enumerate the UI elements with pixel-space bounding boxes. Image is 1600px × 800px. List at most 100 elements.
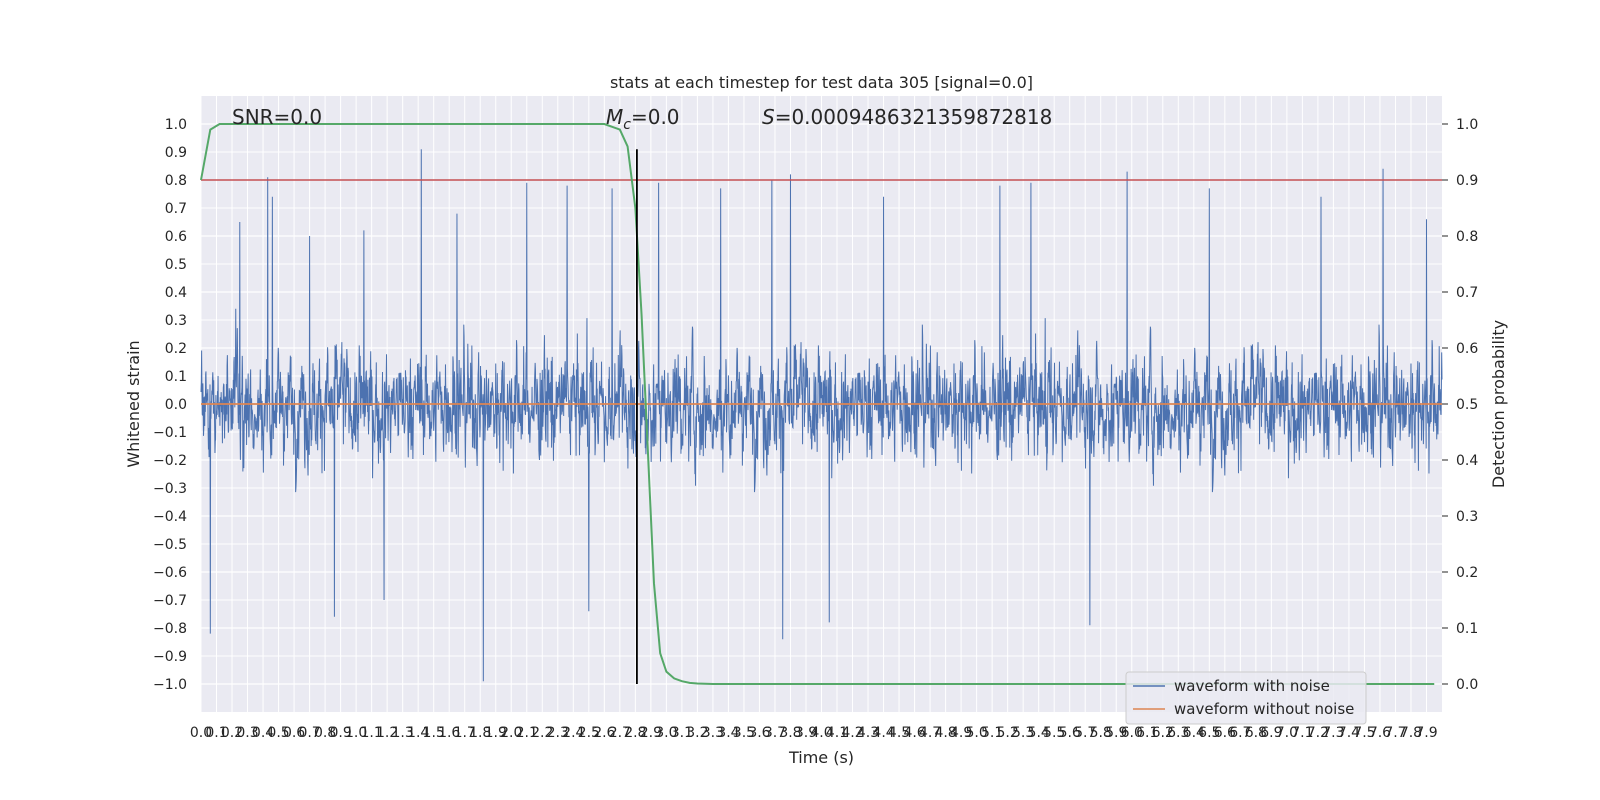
x-tick-label: 3.2: [686, 725, 708, 741]
x-tick-label: 1.6: [438, 725, 460, 741]
left-y-tick-label: −0.1: [153, 425, 187, 441]
x-tick-label: 5.5: [1043, 725, 1065, 741]
right-y-tick-label: 0.4: [1456, 453, 1478, 469]
x-tick-label: 5.3: [1012, 725, 1034, 741]
x-tick-label: 4.3: [857, 725, 879, 741]
x-tick-label: 4.7: [919, 725, 941, 741]
x-tick-label: 6.1: [1136, 725, 1158, 741]
x-tick-label: 6.3: [1167, 725, 1189, 741]
detection-probability-line: [200, 123, 1435, 685]
x-tick-label: 0.0: [190, 725, 212, 741]
x-tick-label: 3.6: [748, 725, 770, 741]
x-tick-label: 3.3: [702, 725, 724, 741]
x-tick-label: 7.6: [1369, 725, 1391, 741]
chart-title: stats at each timestep for test data 305…: [610, 73, 1033, 92]
x-tick-label: 7.8: [1400, 725, 1422, 741]
left-y-tick-label: −0.5: [153, 537, 187, 553]
legend: waveform with noise waveform without noi…: [1125, 671, 1367, 725]
left-y-tick-label: −0.4: [153, 509, 187, 525]
x-tick-label: 0.7: [298, 725, 320, 741]
noise-waveform-line: [200, 149, 1443, 682]
x-tick-label: 2.2: [531, 725, 553, 741]
snr-annotation: SNR=0.0: [232, 105, 322, 129]
right-y-axis-label: Detection probability: [1489, 320, 1508, 488]
x-tick-label: 2.5: [578, 725, 600, 741]
x-tick-label: 5.7: [1074, 725, 1096, 741]
x-tick-label: 5.6: [1059, 725, 1081, 741]
x-tick-label: 5.2: [997, 725, 1019, 741]
x-tick-label: 6.0: [1121, 725, 1143, 741]
x-tick-label: 0.9: [329, 725, 351, 741]
x-tick-label: 6.5: [1198, 725, 1220, 741]
chirp-mass-subscript: c: [623, 117, 631, 133]
left-y-tick-label: −0.9: [153, 649, 187, 665]
x-tick-label: 7.9: [1415, 725, 1437, 741]
x-tick-label: 3.1: [671, 725, 693, 741]
right-y-tick-label: 0.7: [1456, 285, 1478, 301]
right-y-ticks: 1.0 0.9 0.8 0.7 0.6 0.5 0.4 0.3 0.2 0.1 0.0: [1442, 117, 1478, 693]
chart-marks: [200, 123, 1442, 685]
x-tick-label: 7.3: [1322, 725, 1344, 741]
left-y-tick-label: 0.6: [165, 229, 187, 245]
x-tick-label: 6.9: [1260, 725, 1282, 741]
legend-label-noise: waveform with noise: [1174, 677, 1330, 695]
left-y-tick-label: 0.9: [165, 145, 187, 161]
x-tick-label: 1.0: [345, 725, 367, 741]
x-tick-label: 1.4: [407, 725, 429, 741]
x-tick-label: 2.4: [562, 725, 584, 741]
x-tick-label: 4.0: [810, 725, 832, 741]
noise-waveform: [200, 149, 1443, 682]
x-tick-label: 1.7: [454, 725, 476, 741]
x-tick-label: 6.7: [1229, 725, 1251, 741]
x-tick-label: 4.6: [903, 725, 925, 741]
left-y-tick-label: 1.0: [165, 117, 187, 133]
left-y-tick-label: 0.4: [165, 285, 187, 301]
right-y-tick-label: 0.9: [1456, 173, 1478, 189]
right-y-tick-label: 0.0: [1456, 677, 1478, 693]
x-tick-label: 3.8: [779, 725, 801, 741]
x-tick-label: 1.8: [469, 725, 491, 741]
legend-box: [1125, 671, 1367, 725]
chirp-mass-symbol: M: [606, 105, 623, 129]
x-tick-label: 4.9: [950, 725, 972, 741]
x-tick-label: 1.9: [485, 725, 507, 741]
x-tick-label: 0.6: [283, 725, 305, 741]
significance-symbol: S: [762, 105, 775, 129]
x-tick-label: 5.1: [981, 725, 1003, 741]
x-tick-label: 7.7: [1384, 725, 1406, 741]
right-y-tick-label: 0.5: [1456, 397, 1478, 413]
right-y-tick-label: 1.0: [1456, 117, 1478, 133]
x-ticks: 0.00.10.20.30.40.50.60.70.80.91.01.11.21…: [190, 725, 1438, 741]
x-tick-label: 1.3: [392, 725, 414, 741]
x-tick-label: 6.8: [1245, 725, 1267, 741]
x-tick-label: 7.5: [1353, 725, 1375, 741]
x-tick-label: 0.1: [205, 725, 227, 741]
left-y-tick-label: −0.7: [153, 593, 187, 609]
x-tick-label: 7.1: [1291, 725, 1313, 741]
x-tick-label: 1.5: [423, 725, 445, 741]
x-tick-label: 7.2: [1307, 725, 1329, 741]
x-tick-label: 7.0: [1276, 725, 1298, 741]
x-tick-label: 3.0: [655, 725, 677, 741]
left-y-tick-label: 0.1: [165, 369, 187, 385]
left-y-tick-label: −0.8: [153, 621, 187, 637]
left-y-tick-label: 0.8: [165, 173, 187, 189]
x-tick-label: 1.2: [376, 725, 398, 741]
left-y-tick-label: −1.0: [153, 677, 187, 693]
x-tick-label: 6.4: [1183, 725, 1205, 741]
x-tick-label: 0.8: [314, 725, 336, 741]
x-tick-label: 5.4: [1028, 725, 1050, 741]
right-y-tick-label: 0.3: [1456, 509, 1478, 525]
legend-label-clean: waveform without noise: [1174, 700, 1354, 718]
x-axis-label: Time (s): [788, 748, 854, 767]
left-y-ticks: 1.0 0.9 0.8 0.7 0.6 0.5 0.4 0.3 0.2 0.1 0.0 −0.1 −0.…: [153, 117, 187, 693]
significance-value: =0.0009486321359872818: [775, 105, 1053, 129]
x-tick-label: 2.0: [500, 725, 522, 741]
x-tick-label: 0.5: [267, 725, 289, 741]
x-tick-label: 0.4: [252, 725, 274, 741]
left-y-tick-label: 0.2: [165, 341, 187, 357]
significance-annotation: S=0.0009486321359872818: [762, 105, 1052, 129]
x-tick-label: 4.8: [934, 725, 956, 741]
left-y-tick-label: 0.7: [165, 201, 187, 217]
